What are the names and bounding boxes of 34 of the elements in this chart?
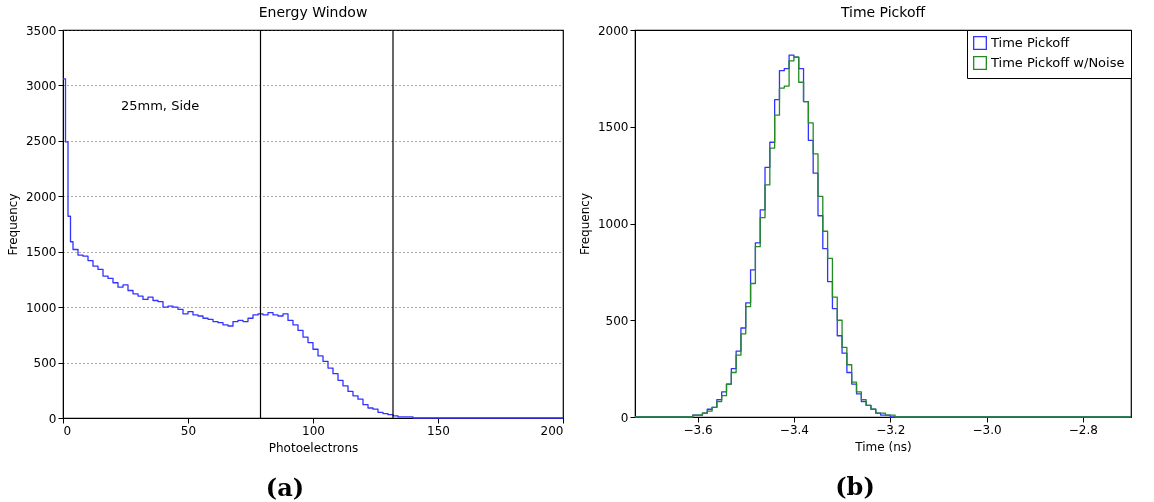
x-tick-label: 0	[63, 423, 72, 438]
x-tick-label: 100	[302, 423, 325, 438]
y-tick-label: 1000	[25, 300, 57, 315]
text: (b)	[834, 472, 876, 501]
x-tick-label: −2.8	[1068, 422, 1098, 437]
x-tick-label: 150	[427, 423, 450, 438]
y-tick-label: 3500	[25, 23, 57, 38]
legend-label: Time Pickoff	[990, 35, 1071, 50]
y-tick-label: 1500	[597, 120, 629, 135]
y-tick-label: 1500	[25, 245, 57, 260]
text: (a)	[264, 473, 306, 502]
x-tick-label: −3.6	[683, 422, 713, 437]
y-tick-label: 3000	[25, 78, 57, 93]
x-tick-label: −3.2	[876, 422, 906, 437]
x-tick-label: −3.0	[972, 422, 1002, 437]
y-tick-label: 1000	[597, 217, 629, 231]
annotation: 25mm, Side	[121, 98, 200, 113]
x-tick-label: −3.4	[779, 422, 809, 437]
x-tick-label: 50	[180, 423, 197, 438]
y-tick-label: 0	[48, 411, 57, 426]
legend-label: Time Pickoff w/Noise	[990, 55, 1125, 70]
y-tick-label: 2000	[597, 23, 629, 38]
x-axis-title: Photoelectrons	[268, 440, 359, 455]
y-tick-label: 2000	[25, 189, 57, 204]
chart-title: Time Pickoff	[839, 4, 926, 20]
x-axis-title: Time (ns)	[854, 439, 912, 454]
y-tick-label: 500	[605, 313, 629, 328]
y-axis-title: Frequency	[5, 193, 20, 256]
y-tick-label: 2500	[25, 134, 57, 149]
y-tick-label: 500	[33, 356, 57, 371]
y-tick-label: 0	[620, 410, 629, 425]
chart-title: Energy Window	[258, 4, 368, 20]
x-tick-label: 200	[540, 423, 564, 438]
y-axis-title: Frequency	[577, 193, 592, 255]
